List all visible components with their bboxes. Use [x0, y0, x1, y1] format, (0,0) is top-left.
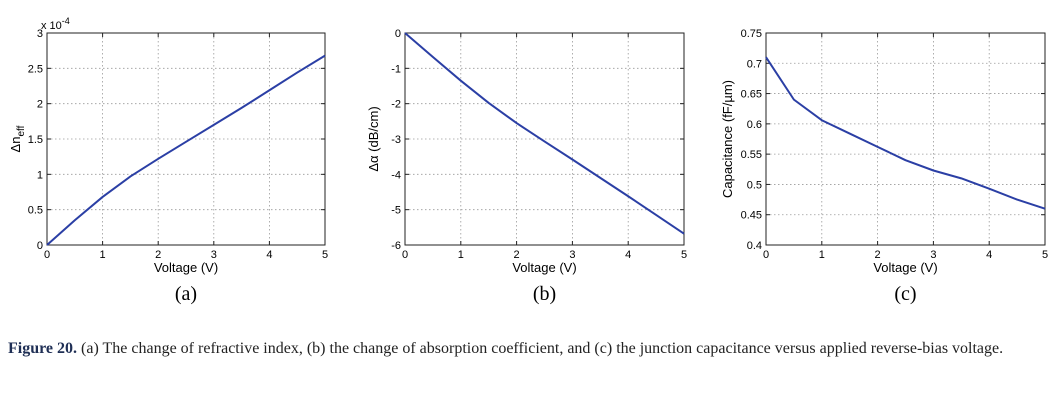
plot-area-c: [766, 33, 1045, 245]
x-tick-label: 5: [681, 249, 687, 261]
x-tick-label: 4: [625, 249, 631, 261]
y-tick-label: 1: [37, 169, 43, 181]
x-tick-label: 0: [402, 249, 408, 261]
x-tick-label: 4: [986, 249, 992, 261]
x-axis-label: Voltage (V): [154, 260, 218, 275]
y-tick-label: 0.4: [747, 240, 762, 252]
chart-panel-c: 0 1 2 3 4 5 0.4 0.45 0.5 0.55 0.6 0.65 0.7 0.75 Voltag…: [720, 28, 1048, 305]
y-tick-label: 0: [37, 240, 43, 252]
y-tick-label: 1.5: [28, 134, 43, 146]
figure-caption: Figure 20. (a) The change of refractive i…: [8, 338, 1052, 359]
x-tick-label: 1: [458, 249, 464, 261]
x-tick-label: 1: [100, 249, 106, 261]
y-axis-label: Δneff: [8, 125, 27, 152]
x-tick-label: 3: [569, 249, 575, 261]
y-tick-label: 0.7: [747, 58, 762, 70]
y-tick-label: 3: [37, 28, 43, 40]
panel-label-a: (a): [175, 283, 197, 305]
y-tick-label: 0.6: [747, 119, 762, 131]
y-tick-label: 0.5: [28, 205, 43, 217]
x-tick-label: 5: [322, 249, 328, 261]
y-tick-label: 2: [37, 99, 43, 111]
y-tick-label: 0.75: [741, 28, 762, 40]
y-multiplier: x 10-4: [41, 16, 70, 32]
x-tick-label: 3: [930, 249, 936, 261]
y-axis-label: Δα (dB/cm): [366, 106, 381, 171]
y-tick-label: -6: [391, 240, 401, 252]
x-tick-label: 2: [155, 249, 161, 261]
x-tick-label: 5: [1042, 249, 1048, 261]
x-tick-label: 2: [875, 249, 881, 261]
x-axis-label: Voltage (V): [873, 260, 937, 275]
x-tick-label: 4: [266, 249, 272, 261]
x-tick-label: 3: [211, 249, 217, 261]
x-tick-label: 1: [819, 249, 825, 261]
chart-panel-b: 0 1 2 3 4 5 -6 -5 -4 -3 -2 -1 0 Voltage (V) Δα (dB/cm)…: [366, 28, 687, 305]
y-tick-label: -4: [391, 169, 401, 181]
y-tick-label: -5: [391, 205, 401, 217]
x-tick-label: 0: [44, 249, 50, 261]
y-tick-label: -1: [391, 63, 401, 75]
y-tick-label: 0.45: [741, 210, 762, 222]
y-tick-label: 2.5: [28, 63, 43, 75]
y-tick-label: 0: [395, 28, 401, 40]
x-tick-label: 2: [514, 249, 520, 261]
y-tick-label: -3: [391, 134, 401, 146]
x-axis-label: Voltage (V): [512, 260, 576, 275]
figure-caption-text: (a) The change of refractive index, (b) …: [81, 340, 1004, 357]
y-tick-label: 0.55: [741, 149, 762, 161]
panel-label-c: (c): [894, 283, 916, 305]
axes-frame: [765, 32, 1046, 246]
y-tick-label: 0.65: [741, 89, 762, 101]
y-axis-label: Capacitance (fF/µm): [720, 80, 735, 198]
y-tick-label: -2: [391, 99, 401, 111]
x-tick-label: 0: [763, 249, 769, 261]
panel-label-b: (b): [533, 283, 556, 305]
y-tick-label: 0.5: [747, 179, 762, 191]
figure-label: Figure 20.: [8, 340, 78, 357]
plot-area-a: [47, 33, 325, 245]
